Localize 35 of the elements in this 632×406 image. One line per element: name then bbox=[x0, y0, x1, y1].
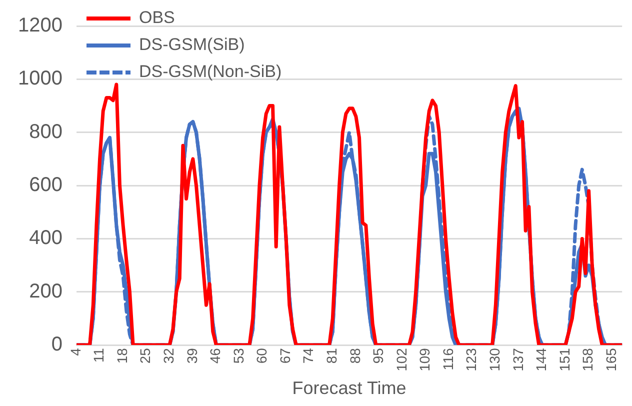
x-tick-label: 60 bbox=[254, 348, 270, 364]
y-tick-label: 800 bbox=[29, 120, 62, 143]
y-tick-label: 0 bbox=[51, 334, 62, 356]
x-tick-label: 151 bbox=[556, 348, 572, 372]
x-tick-label: 46 bbox=[207, 348, 224, 364]
x-tick-label: 74 bbox=[300, 348, 316, 364]
x-tick-label: 102 bbox=[393, 348, 410, 372]
x-tick-label: 53 bbox=[230, 348, 246, 364]
y-tick-label: 400 bbox=[29, 227, 62, 250]
x-tick-label: 123 bbox=[463, 348, 480, 372]
x-tick-label: 39 bbox=[184, 348, 200, 364]
x-tick-label: 4 bbox=[67, 348, 84, 356]
y-tick-label: 200 bbox=[29, 280, 62, 302]
y-tick-label: 600 bbox=[29, 174, 62, 196]
x-tick-label: 25 bbox=[137, 348, 154, 364]
legend-label: OBS bbox=[138, 8, 175, 28]
x-tick-label: 109 bbox=[416, 348, 433, 372]
x-tick-label: 18 bbox=[114, 348, 130, 364]
x-tick-label: 116 bbox=[440, 348, 456, 370]
x-tick-label: 11 bbox=[90, 348, 107, 363]
x-tick-label: 130 bbox=[486, 348, 503, 372]
x-axis-title: Forecast Time bbox=[292, 378, 406, 398]
x-tick-label: 165 bbox=[602, 348, 619, 372]
y-tick-label: 1000 bbox=[18, 68, 62, 90]
x-tick-label: 158 bbox=[580, 348, 596, 372]
x-tick-label: 88 bbox=[346, 348, 363, 364]
x-tick-label: 81 bbox=[324, 348, 340, 364]
legend-label: DS-GSM(SiB) bbox=[138, 35, 245, 54]
x-tick-label: 144 bbox=[533, 348, 550, 372]
legend-label: DS-GSM(Non-SiB) bbox=[138, 62, 282, 82]
y-tick-label: 1200 bbox=[18, 14, 62, 37]
x-tick-label: 95 bbox=[370, 348, 386, 364]
x-tick-label: 137 bbox=[510, 348, 526, 372]
x-tick-label: 32 bbox=[160, 348, 176, 364]
x-tick-label: 67 bbox=[276, 348, 293, 364]
